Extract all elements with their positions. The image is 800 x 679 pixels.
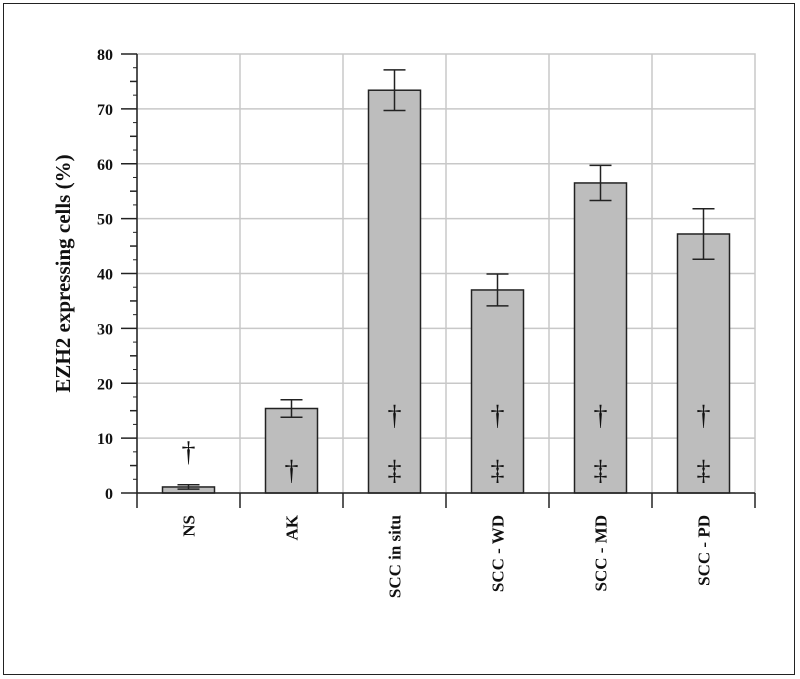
y-axis-label: EZH2 expressing cells (%) bbox=[51, 154, 75, 392]
y-tick-label: 30 bbox=[97, 321, 113, 338]
category-label: AK bbox=[283, 514, 302, 540]
significance-mark: † bbox=[285, 455, 299, 486]
y-tick-label: 10 bbox=[97, 431, 113, 448]
category-label: SCC - PD bbox=[695, 515, 714, 586]
category-label: NS bbox=[180, 515, 199, 537]
y-tick-label: 80 bbox=[97, 47, 113, 64]
bar bbox=[676, 233, 731, 494]
significance-mark: ‡ bbox=[594, 455, 608, 486]
significance-mark: † bbox=[491, 400, 505, 431]
significance-mark: † bbox=[388, 400, 402, 431]
significance-mark: ‡ bbox=[697, 455, 711, 486]
significance-mark: † bbox=[594, 400, 608, 431]
y-tick-label: 60 bbox=[97, 157, 113, 174]
category-label: SCC - WD bbox=[489, 515, 508, 592]
y-tick-label: 0 bbox=[105, 486, 113, 503]
significance-mark: ‡ bbox=[491, 455, 505, 486]
gridlines bbox=[136, 53, 756, 494]
y-tick-label: 40 bbox=[97, 267, 113, 284]
axes bbox=[121, 53, 756, 508]
bar bbox=[573, 182, 628, 494]
labels: 0 10 20 30 40 50 60 70 80 † NS † AK † ‡ SCC in situ † ‡ SC… bbox=[97, 47, 714, 598]
y-tick-label: 50 bbox=[97, 212, 113, 229]
significance-mark: † bbox=[182, 437, 196, 468]
category-label: SCC - MD bbox=[592, 515, 611, 592]
bars bbox=[161, 69, 731, 494]
significance-mark: † bbox=[697, 400, 711, 431]
significance-mark: ‡ bbox=[388, 455, 402, 486]
y-tick-label: 70 bbox=[97, 102, 113, 119]
y-tick-label: 20 bbox=[97, 376, 113, 393]
category-label: SCC in situ bbox=[386, 515, 405, 598]
bar bbox=[367, 89, 422, 494]
